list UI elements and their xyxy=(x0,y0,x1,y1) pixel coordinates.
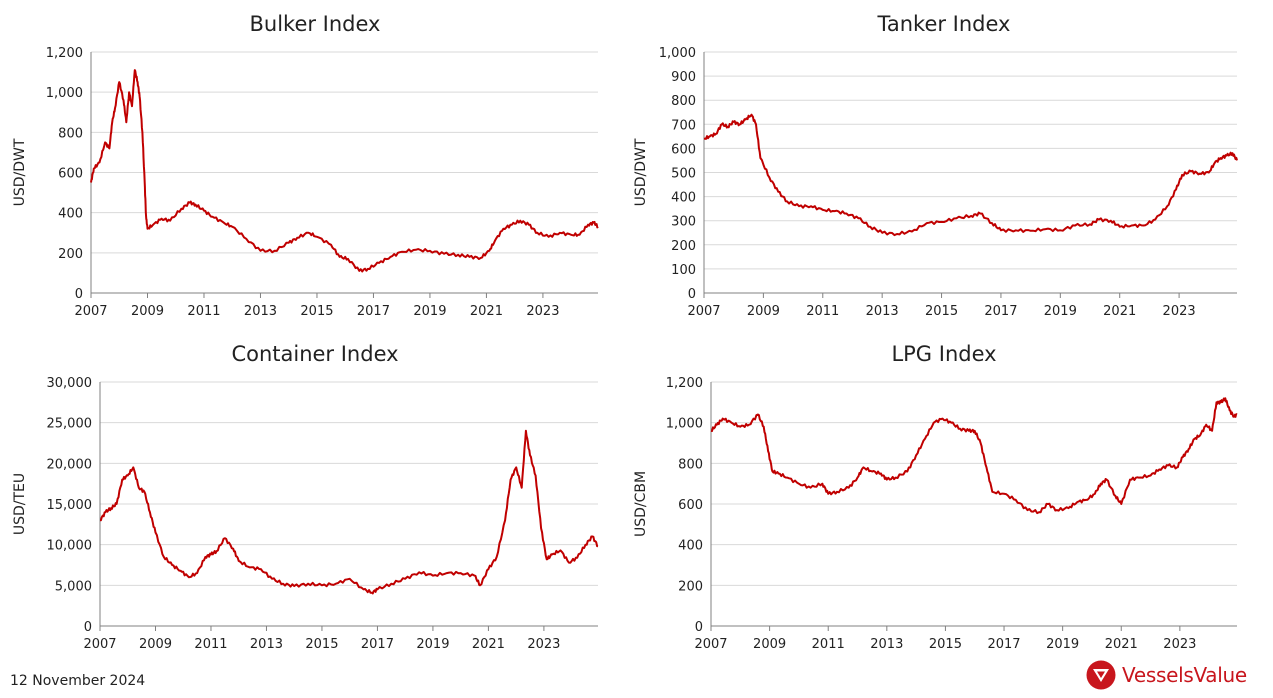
y-tick-label: 1,200 xyxy=(46,46,83,61)
y-tick-label: 800 xyxy=(678,457,703,472)
report-date: 12 November 2024 xyxy=(10,673,146,689)
x-tick-label: 2013 xyxy=(250,637,283,652)
x-tick-label: 2017 xyxy=(987,637,1020,652)
x-tick-label: 2007 xyxy=(687,304,720,319)
series-line-0 xyxy=(703,113,1238,237)
x-tick-label: 2007 xyxy=(694,637,727,652)
y-axis-label: USD/TEU xyxy=(12,473,28,535)
x-tick-label: 2011 xyxy=(194,637,227,652)
y-tick-label: 800 xyxy=(58,126,83,141)
y-axis-label: USD/CBM xyxy=(633,471,649,537)
y-tick-label: 100 xyxy=(671,263,696,278)
x-tick-label: 2021 xyxy=(1105,637,1138,652)
x-tick-label: 2015 xyxy=(300,304,333,319)
x-tick-label: 2009 xyxy=(131,304,164,319)
x-tick-label: 2013 xyxy=(870,637,903,652)
x-tick-label: 2007 xyxy=(74,304,107,319)
brand-name: VesselsValue xyxy=(1122,663,1247,687)
y-tick-label: 400 xyxy=(58,207,83,222)
chart-title: Tanker Index xyxy=(877,12,1011,36)
y-axis-label: USD/DWT xyxy=(633,138,649,206)
x-tick-label: 2009 xyxy=(747,304,780,319)
chart-title: Container Index xyxy=(231,342,398,366)
y-tick-label: 900 xyxy=(671,70,696,85)
y-tick-label: 20,000 xyxy=(47,457,93,472)
y-tick-label: 10,000 xyxy=(47,539,93,554)
x-tick-label: 2021 xyxy=(1103,304,1136,319)
x-tick-label: 2023 xyxy=(1163,304,1196,319)
y-tick-label: 400 xyxy=(678,539,703,554)
y-tick-label: 600 xyxy=(678,498,703,513)
x-tick-label: 2011 xyxy=(812,637,845,652)
y-tick-label: 0 xyxy=(695,620,703,635)
y-axis-label: USD/DWT xyxy=(12,138,28,206)
y-tick-label: 0 xyxy=(688,287,696,302)
x-tick-label: 2021 xyxy=(472,637,505,652)
chart-panel-0: 0 200 400 600 800 1,000 1,200 2007 2009 2011 2013 2… xyxy=(12,12,599,319)
y-tick-label: 1,200 xyxy=(666,376,703,391)
series-line-0 xyxy=(99,429,599,595)
x-tick-label: 2023 xyxy=(527,637,560,652)
vesselsvalue-logo-icon xyxy=(1086,660,1116,690)
y-tick-label: 800 xyxy=(671,94,696,109)
chart-panel-3: 0 200 400 600 800 1,000 1,200 2007 2009 2011 2013 2… xyxy=(633,342,1238,652)
x-tick-label: 2015 xyxy=(305,637,338,652)
x-tick-label: 2017 xyxy=(357,304,390,319)
x-tick-label: 2011 xyxy=(806,304,839,319)
y-tick-label: 25,000 xyxy=(47,417,93,432)
chart-panel-2: 0 5,000 10,000 15,000 20,000 25,000 30,000 2007… xyxy=(12,342,599,652)
x-tick-label: 2009 xyxy=(753,637,786,652)
series-line-0 xyxy=(90,69,599,273)
y-tick-label: 500 xyxy=(671,167,696,182)
y-tick-label: 5,000 xyxy=(55,579,92,594)
y-tick-label: 1,000 xyxy=(666,417,703,432)
chart-title: LPG Index xyxy=(891,342,996,366)
y-tick-label: 1,000 xyxy=(659,46,696,61)
x-tick-label: 2017 xyxy=(361,637,394,652)
x-tick-label: 2013 xyxy=(244,304,277,319)
y-tick-label: 1,000 xyxy=(46,86,83,101)
y-tick-label: 600 xyxy=(671,142,696,157)
x-tick-label: 2019 xyxy=(1046,637,1079,652)
y-tick-label: 15,000 xyxy=(47,498,93,513)
y-tick-label: 700 xyxy=(671,118,696,133)
x-tick-label: 2015 xyxy=(929,637,962,652)
chart-title: Bulker Index xyxy=(249,12,380,36)
x-tick-label: 2019 xyxy=(413,304,446,319)
x-tick-label: 2011 xyxy=(187,304,220,319)
x-tick-label: 2019 xyxy=(416,637,449,652)
y-tick-label: 200 xyxy=(678,579,703,594)
series-line-0 xyxy=(710,397,1238,515)
y-tick-label: 600 xyxy=(58,167,83,182)
x-tick-label: 2015 xyxy=(925,304,958,319)
x-tick-label: 2009 xyxy=(139,637,172,652)
x-tick-label: 2023 xyxy=(1163,637,1196,652)
x-tick-label: 2019 xyxy=(1044,304,1077,319)
x-tick-label: 2023 xyxy=(526,304,559,319)
x-tick-label: 2021 xyxy=(470,304,503,319)
brand-logo: VesselsValue xyxy=(1086,660,1247,690)
x-tick-label: 2017 xyxy=(984,304,1017,319)
y-tick-label: 200 xyxy=(671,239,696,254)
x-tick-label: 2007 xyxy=(83,637,116,652)
x-tick-label: 2013 xyxy=(866,304,899,319)
y-tick-label: 0 xyxy=(75,287,83,302)
y-tick-label: 200 xyxy=(58,247,83,262)
y-tick-label: 400 xyxy=(671,191,696,206)
y-tick-label: 30,000 xyxy=(47,376,93,391)
y-tick-label: 0 xyxy=(84,620,92,635)
chart-panel-1: 0 100 200 300 400 500 600 700 800 900 1,000 2007 200… xyxy=(633,12,1238,319)
y-tick-label: 300 xyxy=(671,215,696,230)
